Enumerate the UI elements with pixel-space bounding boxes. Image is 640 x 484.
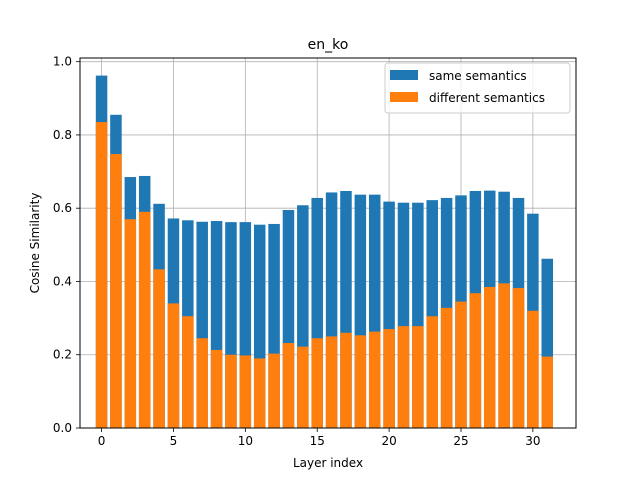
bar-different-semantics xyxy=(340,332,352,428)
bar-same-semantics xyxy=(210,221,223,428)
bar-different-semantics xyxy=(527,310,539,428)
bar-different-semantics xyxy=(167,303,180,428)
bar-same-semantics xyxy=(268,223,280,428)
x-tick-label: 20 xyxy=(381,434,396,448)
bar-different-semantics xyxy=(124,219,137,428)
y-tick-label: 1.0 xyxy=(53,55,72,69)
x-tick-label: 10 xyxy=(238,434,253,448)
bar-same-semantics xyxy=(311,197,323,428)
bar-different-semantics xyxy=(325,336,338,428)
bar-different-semantics xyxy=(210,349,223,428)
bar-different-semantics xyxy=(512,288,525,428)
bar-same-semantics xyxy=(397,202,410,428)
bar-same-semantics xyxy=(340,190,352,428)
bar-different-semantics xyxy=(426,316,438,428)
bar-different-semantics xyxy=(412,326,424,428)
x-tick-label: 15 xyxy=(310,434,325,448)
y-tick-label: 0.4 xyxy=(53,274,72,288)
bar-same-semantics xyxy=(297,205,309,428)
legend-box xyxy=(384,62,571,114)
y-axis-label: Cosine Similarity xyxy=(28,193,42,294)
bar-different-semantics xyxy=(95,122,108,428)
y-tick-label: 0.0 xyxy=(53,421,72,435)
legend-label-same-semantics: same semantics xyxy=(429,69,527,83)
bar-different-semantics xyxy=(282,343,295,428)
bar-same-semantics xyxy=(196,221,208,428)
bar-same-semantics xyxy=(225,222,237,428)
bar-same-semantics xyxy=(282,210,295,428)
bar-same-semantics xyxy=(253,224,266,428)
bar-different-semantics xyxy=(182,316,194,428)
bar-same-semantics xyxy=(368,194,381,428)
bar-different-semantics xyxy=(354,335,367,428)
legend-label-different-semantics: different semantics xyxy=(429,91,545,105)
bar-same-semantics xyxy=(426,200,438,428)
bar-different-semantics xyxy=(153,269,165,428)
bars xyxy=(95,75,553,429)
x-tick-label: 30 xyxy=(525,434,540,448)
bar-same-semantics xyxy=(412,202,424,428)
x-tick-label: 5 xyxy=(170,434,178,448)
bar-different-semantics xyxy=(110,153,122,428)
plot-area-frame xyxy=(79,57,577,429)
bar-different-semantics xyxy=(383,329,395,428)
chart-title: en_ko xyxy=(308,37,349,53)
y-tick-label: 0.2 xyxy=(53,348,72,362)
bar-different-semantics xyxy=(268,353,280,428)
bar-different-semantics xyxy=(368,331,381,428)
bar-same-semantics xyxy=(239,222,252,428)
bar-same-semantics xyxy=(383,201,395,428)
bar-same-semantics xyxy=(354,194,367,428)
bar-different-semantics xyxy=(138,211,151,428)
bar-different-semantics xyxy=(196,338,208,428)
bar-different-semantics xyxy=(469,293,482,428)
bar-different-semantics xyxy=(311,338,323,428)
y-tick-label: 0.8 xyxy=(53,128,72,142)
legend: same semantics different semantics xyxy=(384,62,571,114)
x-tick-label: 0 xyxy=(98,434,106,448)
bar-same-semantics xyxy=(541,258,553,428)
bar-different-semantics xyxy=(397,326,410,428)
bar-different-semantics xyxy=(455,301,467,428)
legend-swatch-same-semantics xyxy=(390,70,418,80)
bar-different-semantics xyxy=(541,356,553,428)
bar-different-semantics xyxy=(225,354,237,428)
bar-different-semantics xyxy=(239,355,252,428)
axis-ticks: 0 5 10 15 20 25 30 0.0 0.2 0.4 0.6 0.8 1.0 xyxy=(53,55,541,448)
bar-different-semantics xyxy=(297,346,309,428)
x-axis-label: Layer index xyxy=(293,456,363,470)
bar-different-semantics xyxy=(483,286,496,428)
x-tick-label: 25 xyxy=(453,434,468,448)
y-tick-label: 0.6 xyxy=(53,201,72,215)
legend-swatch-different-semantics xyxy=(390,92,418,102)
bar-different-semantics xyxy=(498,283,510,428)
bar-same-semantics xyxy=(325,192,338,428)
bar-different-semantics xyxy=(440,307,453,428)
bar-different-semantics xyxy=(253,358,266,428)
